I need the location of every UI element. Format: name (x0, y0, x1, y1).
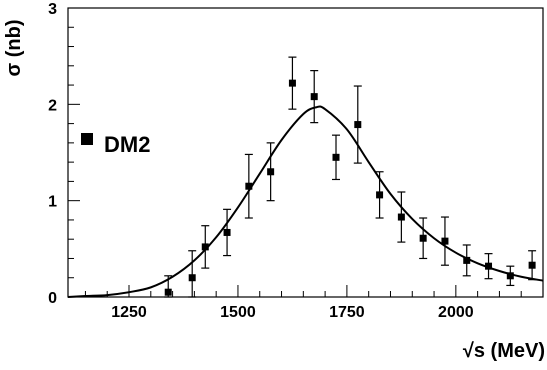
x-tick-label: 2000 (438, 304, 474, 321)
point-marker (485, 262, 493, 270)
point-marker (223, 228, 231, 236)
data-point (244, 153, 253, 219)
point-marker (245, 182, 253, 190)
data-point (440, 216, 449, 266)
point-marker (354, 121, 362, 129)
x-tick-label: 1250 (111, 304, 147, 321)
data-point (223, 208, 232, 257)
y-tick-label: 2 (48, 97, 57, 114)
point-marker (528, 261, 536, 269)
point-marker (332, 153, 340, 161)
data-point (462, 244, 471, 277)
point-marker (463, 256, 471, 264)
x-axis-title: √s (MeV) (463, 340, 545, 362)
point-marker (441, 237, 449, 245)
point-marker (310, 93, 318, 101)
point-marker (164, 288, 172, 296)
data-point (310, 70, 319, 124)
data-point (353, 85, 362, 164)
data-point (164, 275, 173, 298)
data-point (201, 225, 210, 269)
point-marker (419, 234, 427, 242)
data-point (288, 56, 297, 110)
data-point (484, 253, 493, 280)
x-tick-label: 1500 (220, 304, 256, 321)
fit-curve-line (67, 105, 544, 298)
y-tick-label: 0 (48, 290, 57, 307)
data-point (188, 250, 197, 298)
y-tick-label: 1 (48, 194, 57, 211)
point-marker (201, 243, 209, 251)
x-tick-label: 1750 (329, 304, 365, 321)
data-point (266, 142, 275, 202)
point-marker (188, 274, 196, 282)
data-point (397, 191, 406, 243)
data-point (506, 265, 515, 287)
data-point (332, 134, 341, 181)
y-axis-title: σ (nb) (3, 20, 25, 77)
point-marker (506, 272, 514, 280)
plot-frame (67, 7, 544, 298)
data-point (528, 250, 537, 281)
legend-marker (81, 133, 93, 145)
legend: DM2 (81, 132, 150, 157)
point-marker (397, 213, 405, 221)
data-point (419, 217, 428, 260)
legend-label: DM2 (104, 132, 150, 157)
data-point (375, 171, 384, 219)
point-marker (288, 79, 296, 87)
point-marker (267, 168, 275, 176)
y-tick-label: 3 (48, 1, 57, 18)
point-marker (376, 191, 384, 199)
